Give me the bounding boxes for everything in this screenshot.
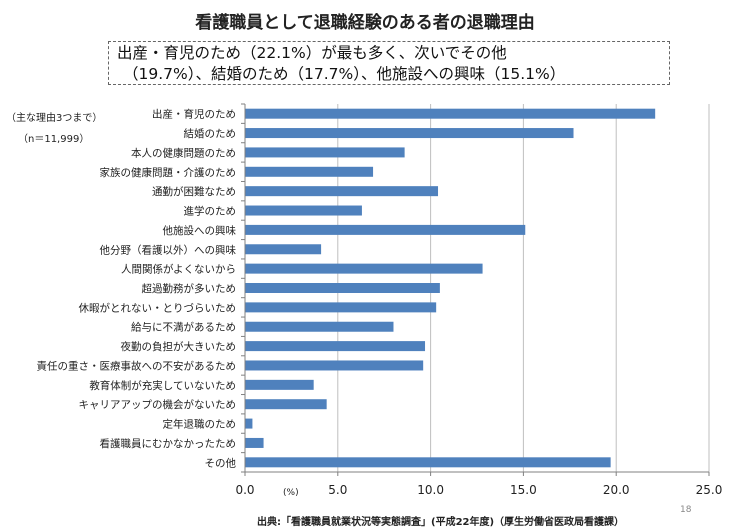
- bar: [245, 186, 439, 197]
- bar: [245, 302, 437, 313]
- category-label: 他施設への興味: [163, 224, 237, 237]
- sample-size-note: （n＝11,999）: [18, 134, 90, 145]
- category-label: 責任の重さ・医療事故への不安があるため: [37, 359, 237, 372]
- category-label: 看護職員にむかなかったため: [100, 437, 237, 450]
- bar: [245, 341, 426, 352]
- category-label: 超過勤務が多いため: [142, 282, 237, 295]
- reasons-note: （主な理由3つまで）: [6, 113, 103, 124]
- page-number: 18: [680, 505, 692, 515]
- category-label: 進学のため: [184, 205, 237, 218]
- bar: [245, 166, 374, 177]
- bar: [245, 263, 483, 274]
- category-label: 給与に不満があるため: [131, 321, 236, 334]
- category-label: その他: [205, 456, 237, 469]
- category-label: 本人の健康問題のため: [131, 146, 236, 159]
- category-label: 他分野（看護以外）への興味: [100, 243, 237, 256]
- chart-title: 看護職員として退職経験のある者の退職理由: [195, 13, 535, 33]
- bar: [245, 360, 424, 371]
- category-label: 夜勤の負担が大きいため: [121, 340, 237, 353]
- category-label: 通勤が困難なため: [152, 185, 236, 198]
- bar: [245, 437, 264, 448]
- category-label: キャリアアップの機会がないため: [79, 398, 237, 411]
- bar: [245, 379, 314, 390]
- bar: [245, 128, 574, 139]
- bar: [245, 321, 394, 332]
- x-tick-label: 10.0: [417, 483, 444, 497]
- bar: [245, 205, 362, 216]
- category-label: 結婚のため: [184, 127, 237, 140]
- x-tick-label: 20.0: [603, 483, 630, 497]
- bar: [245, 147, 405, 158]
- x-tick-label: 15.0: [510, 483, 537, 497]
- bar: [245, 244, 322, 255]
- category-label: 定年退職のため: [163, 418, 237, 431]
- summary-line-2: （19.7%）、結婚のため（17.7%）、他施設への興味（15.1%）: [123, 65, 566, 83]
- category-label: 家族の健康問題・介護のため: [100, 166, 237, 179]
- bar: [245, 399, 327, 410]
- category-label: 教育体制が充実していないため: [89, 379, 236, 392]
- bar: [245, 457, 611, 468]
- summary-box: 出産・育児のため（22.1%）が最も多く、次いでその他 （19.7%）、結婚のた…: [108, 41, 670, 85]
- category-label: 人間関係がよくないから: [121, 263, 236, 276]
- category-label: 出産・育児のため: [152, 108, 236, 121]
- x-axis-unit: (%): [283, 488, 299, 498]
- bar: [245, 418, 253, 429]
- x-tick-label: 5.0: [328, 483, 347, 497]
- bar: [245, 224, 526, 235]
- source-citation: 出典:「看護職員就業状況等実態調査」(平成22年度)（厚生労働省医政局看護課）: [257, 517, 625, 528]
- summary-line-1: 出産・育児のため（22.1%）が最も多く、次いでその他: [117, 44, 507, 62]
- x-tick-label: 25.0: [696, 483, 723, 497]
- bar: [245, 283, 440, 293]
- bar: [245, 108, 656, 119]
- x-tick-label: 0.0: [235, 483, 254, 497]
- category-label: 休暇がとれない・とりづらいため: [79, 301, 237, 314]
